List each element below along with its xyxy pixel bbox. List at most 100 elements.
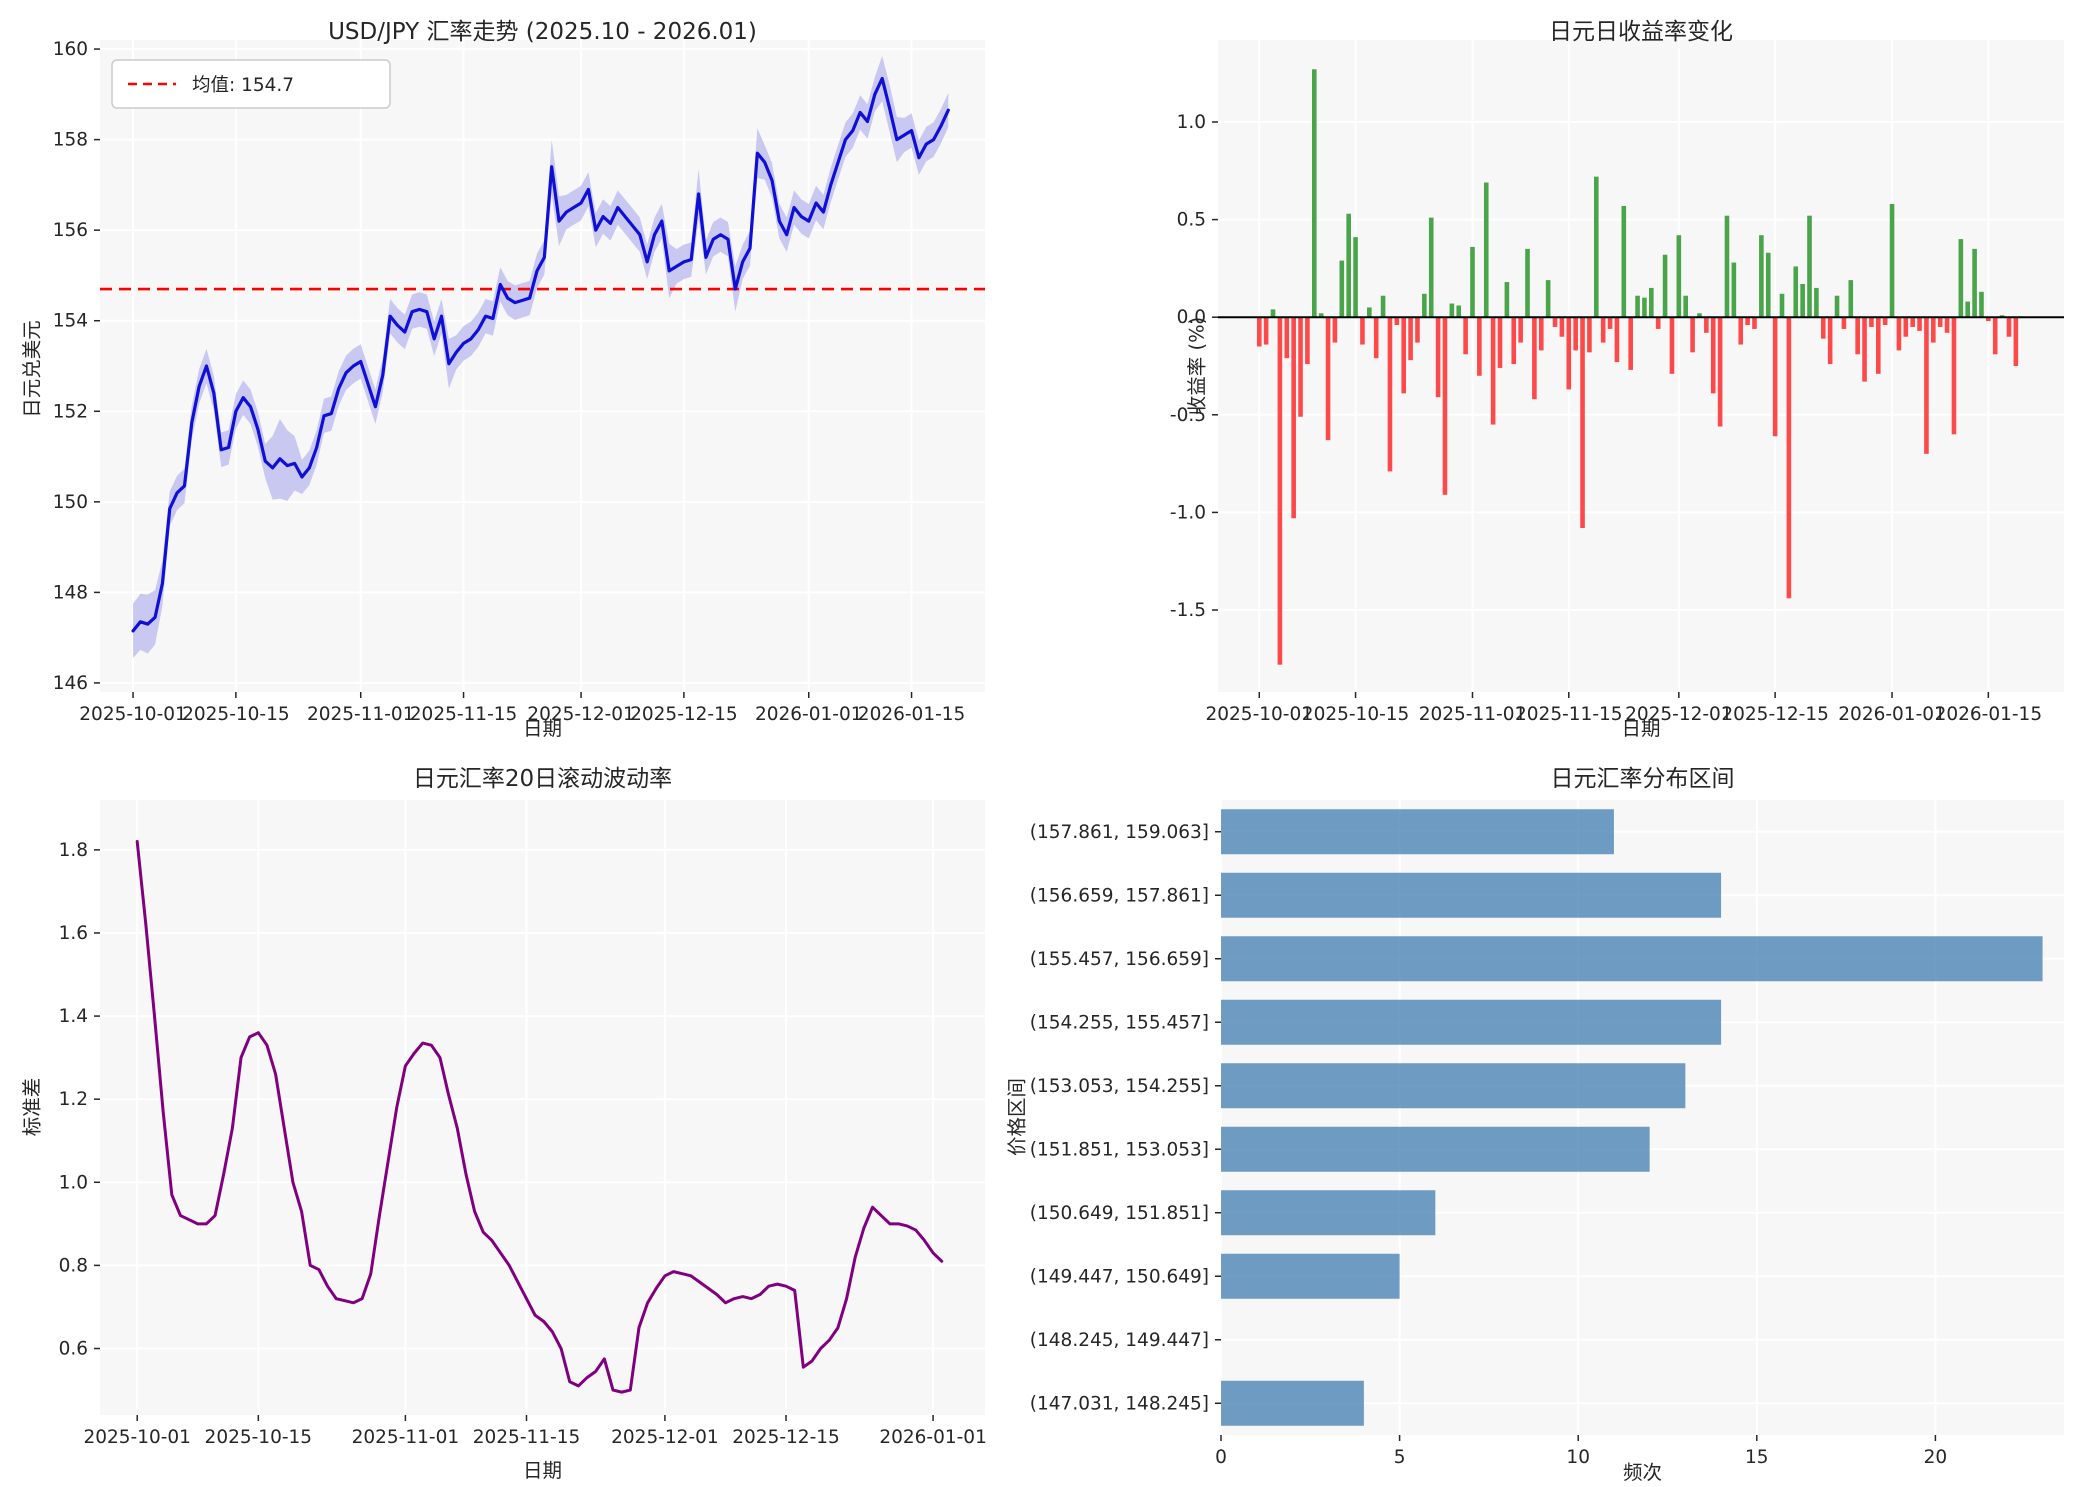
y-tick-label: -1.0 [1170, 502, 1206, 523]
returns-chart-figure: 2025-10-01 2025-10-15 2025-11-01 2025-11-15… [1043, 0, 2085, 743]
x-tick-label: 2025-11-15 [473, 1427, 581, 1448]
return-bar-negative [1373, 317, 1379, 359]
y-tick-label: 1.8 [59, 840, 88, 861]
return-bar-negative [1263, 317, 1269, 345]
return-bar-positive [1270, 309, 1276, 318]
histogram-bar [1221, 1380, 1364, 1426]
price-chart-figure: 2025-10-01 2025-10-15 2025-11-01 2025-11-15… [0, 0, 1042, 743]
return-bar-negative [1628, 317, 1633, 370]
return-bar-negative [1305, 317, 1310, 365]
y-tick-label: -1.5 [1170, 600, 1206, 621]
return-bar-negative [1882, 317, 1888, 326]
return-bar-positive [1697, 313, 1702, 318]
y-tick-label: 154 [53, 311, 88, 332]
volatility-y-axis-label: 标准差 [20, 1077, 44, 1137]
histogram-chart-svg: 0 5 10 15 20 (157.861, 159.063] (156.659, 157.… [1030, 800, 2064, 1468]
return-bar-positive [1848, 280, 1854, 318]
return-bar-negative [1944, 317, 1950, 333]
volatility-chart-svg: 2025-10-01 2025-10-15 2025-11-01 2025-11-15… [59, 800, 987, 1448]
x-tick-label: 2025-12-15 [732, 1427, 840, 1448]
return-bar-negative [1614, 317, 1620, 363]
return-bar-positive [1972, 248, 1977, 318]
return-bar-negative [1827, 317, 1833, 365]
category-label: (153.053, 154.255] [1030, 1076, 1209, 1097]
return-bar-positive [1635, 295, 1640, 318]
volatility-chart-title: 日元汇率20日滚动波动率 [412, 766, 673, 792]
histogram-y-axis-label: 价格区间 [1005, 1077, 1029, 1157]
return-bar-negative [1717, 317, 1723, 427]
return-bar-positive [1676, 235, 1682, 318]
return-bar-negative [1896, 317, 1902, 351]
return-bar-positive [1958, 239, 1964, 318]
return-bar-positive [1800, 284, 1805, 318]
return-bar-negative [1869, 317, 1874, 327]
return-bar-negative [1511, 317, 1517, 365]
return-bar-negative [1820, 317, 1826, 339]
return-bar-negative [1738, 317, 1744, 345]
return-bar-negative [1992, 317, 1998, 355]
return-bar-negative [1903, 317, 1909, 337]
x-tick-label: 2026-01-15 [858, 704, 966, 725]
return-bar-positive [1456, 305, 1462, 318]
return-bar-negative [1538, 317, 1544, 351]
x-tick-label: 2025-11-15 [410, 704, 518, 725]
return-bar-positive [1814, 287, 1819, 318]
y-tick-label: 148 [53, 582, 88, 603]
x-tick-label: 5 [1394, 1447, 1406, 1468]
return-bar-negative [1518, 317, 1523, 343]
x-tick-label: 2025-11-01 [307, 704, 415, 725]
return-bar-negative [1855, 317, 1860, 355]
price-line [131, 76, 950, 633]
return-bar-negative [1435, 317, 1441, 398]
return-bar-positive [1724, 215, 1730, 318]
x-tick-label: 2026-01-15 [1935, 704, 2043, 725]
return-bar-negative [1917, 317, 1922, 331]
x-tick-label: 10 [1566, 1447, 1590, 1468]
x-tick-label: 2025-12-15 [1721, 704, 1829, 725]
price-y-axis-label: 日元兑美元 [20, 320, 44, 418]
return-bar-positive [1621, 205, 1627, 318]
category-label: (150.649, 151.851] [1030, 1203, 1209, 1224]
return-bar-negative [1669, 317, 1675, 374]
category-label: (151.851, 153.053] [1030, 1139, 1209, 1160]
volatility-x-axis-label: 日期 [522, 1459, 562, 1482]
price-x-axis-label: 日期 [522, 717, 562, 740]
x-tick-label: 15 [1745, 1447, 1769, 1468]
return-bar-positive [1593, 176, 1599, 318]
x-tick-label: 2025-10-15 [182, 704, 290, 725]
return-bar-positive [1889, 203, 1895, 318]
return-bar-positive [1649, 287, 1654, 318]
category-label: (149.447, 150.649] [1030, 1266, 1209, 1287]
return-bar-negative [1841, 317, 1847, 329]
return-bar-negative [1710, 317, 1716, 394]
return-bar-negative [1401, 317, 1407, 394]
return-bar-negative [1442, 317, 1448, 495]
return-bar-positive [1759, 235, 1764, 318]
category-label: (157.861, 159.063] [1030, 822, 1209, 843]
volatility-chart-figure: 2025-10-01 2025-10-15 2025-11-01 2025-11-15… [0, 744, 1000, 1487]
x-tick-label: 2026-01-01 [1838, 704, 1946, 725]
x-tick-label: 2025-12-01 [1625, 704, 1733, 725]
return-bar-positive [1353, 237, 1358, 318]
y-tick-label: 0.5 [1177, 210, 1206, 231]
x-tick-label: 2025-11-01 [1419, 704, 1527, 725]
return-bar-positive [1422, 293, 1427, 318]
return-bar-negative [1772, 317, 1778, 437]
return-bar-positive [1807, 215, 1812, 318]
return-bar-negative [1937, 317, 1943, 327]
return-bar-negative [1587, 317, 1592, 353]
return-bar-negative [1415, 317, 1420, 343]
return-bar-positive [1642, 297, 1647, 318]
price-chart-title: USD/JPY 汇率走势 (2025.10 - 2026.01) [328, 19, 757, 45]
y-tick-label: 1.0 [59, 1172, 88, 1193]
return-bar-positive [1504, 282, 1510, 318]
plot-background [100, 800, 985, 1415]
return-bar-positive [1318, 313, 1324, 318]
return-bar-positive [1662, 254, 1668, 318]
return-bar-negative [1786, 317, 1792, 599]
x-tick-label: 2026-01-01 [879, 1427, 987, 1448]
return-bar-positive [1483, 182, 1489, 318]
return-bar-negative [1277, 317, 1283, 665]
